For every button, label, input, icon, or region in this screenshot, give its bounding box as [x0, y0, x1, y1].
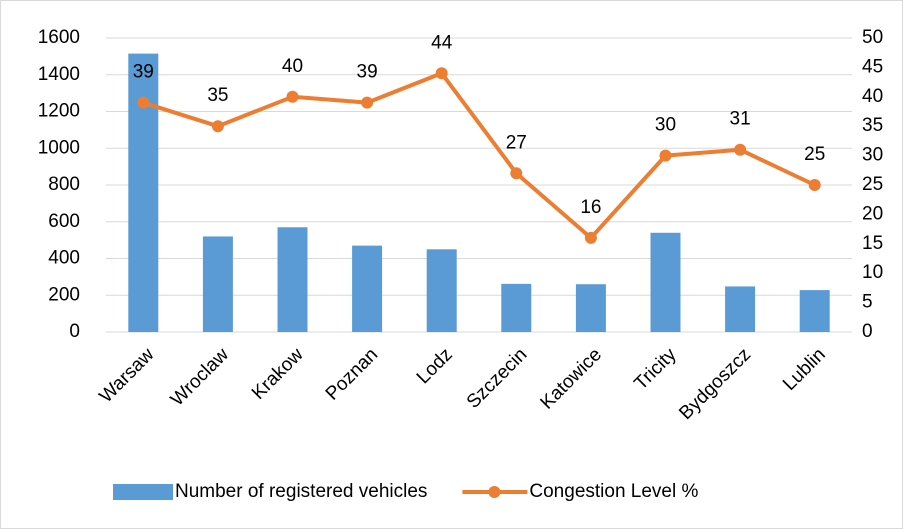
y-tick-label: 1200: [38, 101, 80, 122]
y2-tick-label: 15: [862, 233, 883, 254]
y2-tick-label: 40: [862, 86, 883, 107]
data-label: 40: [282, 56, 303, 77]
y-tick-label: 400: [48, 248, 80, 269]
data-label: 31: [730, 109, 751, 130]
y-tick-label: 1400: [38, 64, 80, 85]
data-label: 25: [804, 144, 825, 165]
data-label: 44: [431, 32, 453, 53]
y-tick-label: 0: [69, 321, 80, 342]
point: [286, 90, 299, 103]
legend-swatch: [113, 484, 173, 500]
point: [510, 167, 523, 180]
y-tick-label: 600: [48, 211, 80, 232]
bar: [128, 53, 159, 333]
bar: [650, 232, 681, 332]
bar: [426, 249, 457, 332]
data-label: 27: [506, 132, 527, 153]
bar: [799, 290, 830, 332]
y-tick-label: 200: [48, 284, 80, 305]
line: [142, 71, 816, 240]
y2-tick-label: 0: [862, 321, 873, 342]
bar: [501, 283, 532, 332]
bar: [202, 236, 233, 332]
bar: [277, 227, 308, 332]
y2-tick-label: 5: [862, 292, 873, 313]
data-label: 39: [357, 62, 378, 83]
data-label: 35: [207, 85, 228, 106]
data-label: 16: [580, 197, 601, 218]
y-tick-label: 800: [48, 174, 80, 195]
legend-label: Number of registered vehicles: [175, 481, 427, 502]
y2-tick-label: 35: [862, 115, 883, 136]
point: [361, 96, 374, 109]
y2-tick-label: 45: [862, 56, 883, 77]
point: [211, 120, 224, 133]
data-label: 39: [133, 62, 154, 83]
point: [734, 143, 747, 156]
point: [435, 67, 448, 80]
y-tick-label: 1000: [38, 137, 80, 158]
y2-tick-label: 30: [862, 145, 883, 166]
point: [808, 179, 821, 191]
point: [584, 231, 597, 244]
y2-tick-label: 10: [862, 262, 883, 283]
y2-tick-label: 20: [862, 203, 883, 224]
legend-label: Congestion Level %: [529, 481, 698, 502]
bar: [725, 286, 756, 332]
y2-tick-label: 25: [862, 174, 883, 195]
bar: [575, 284, 606, 332]
legend-swatch: [488, 486, 501, 498]
y-tick-label: 1600: [38, 27, 80, 48]
y2-tick-label: 50: [862, 27, 883, 48]
bar: [352, 245, 383, 332]
point: [137, 96, 150, 109]
point: [659, 149, 672, 162]
data-label: 30: [655, 115, 676, 136]
